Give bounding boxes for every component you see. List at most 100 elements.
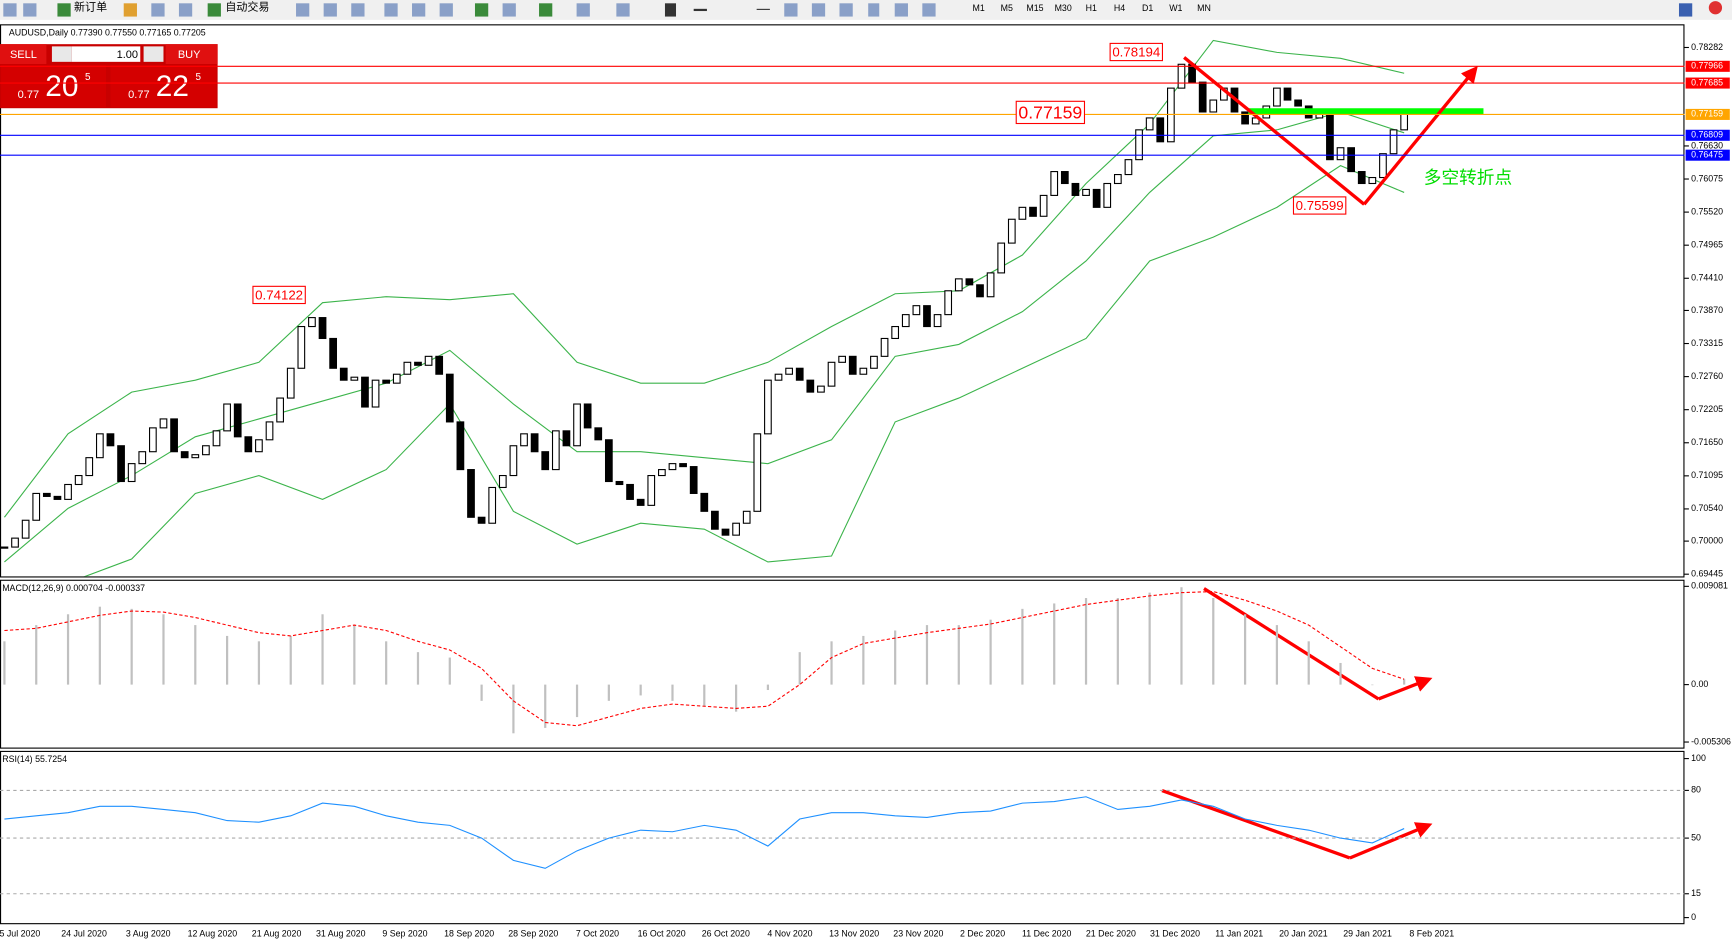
candle	[424, 355, 433, 366]
candle	[149, 427, 157, 453]
candle	[1336, 147, 1345, 161]
x-tick-label: 2 Dec 2020	[960, 928, 1005, 938]
macd-bar	[448, 657, 451, 685]
candle	[244, 436, 253, 453]
x-tick-label: 3 Aug 2020	[126, 928, 171, 938]
candle	[817, 385, 825, 393]
x-tick-label: 5 Jul 2020	[0, 928, 40, 938]
x-tick-label: 13 Nov 2020	[829, 928, 879, 938]
macd-bar	[1307, 641, 1310, 685]
timeframe-button[interactable]: M30	[1055, 3, 1072, 13]
candle	[647, 474, 656, 506]
timeframe-button[interactable]: M5	[1001, 3, 1013, 13]
annotation: 多空转折点	[1424, 168, 1512, 188]
y-tick-label: 0.71650	[1691, 437, 1723, 447]
macd-bar	[225, 635, 229, 685]
candle	[1379, 153, 1387, 179]
y-tick-label: 0.72760	[1691, 371, 1723, 381]
x-tick-label: 21 Dec 2020	[1086, 928, 1136, 938]
buy-point: 5	[196, 72, 202, 83]
candle	[509, 445, 518, 477]
candle	[933, 314, 942, 328]
candle	[658, 469, 666, 477]
buy-button[interactable]	[165, 44, 218, 65]
auto-trading-button[interactable]: 自动交易	[225, 0, 269, 14]
candle	[1241, 111, 1249, 125]
overlays: 0.77966 0.77685 0.77159 0.76809 0.76475 0.781…	[0, 42, 1730, 305]
macd-bar	[289, 635, 292, 685]
buy-price[interactable]	[110, 65, 217, 108]
candle	[265, 421, 274, 441]
annotation: 0.77159	[1018, 102, 1082, 122]
macd-bar	[1339, 662, 1342, 685]
timeframe-button[interactable]: H1	[1086, 3, 1097, 13]
timeframe-button[interactable]: MN	[1197, 3, 1211, 13]
x-tick-label: 4 Nov 2020	[767, 928, 812, 938]
level-label: 0.76475	[1691, 150, 1723, 160]
candle	[329, 337, 338, 369]
timeframe-button[interactable]: H4	[1114, 3, 1125, 13]
candle	[785, 367, 793, 375]
candle	[1092, 188, 1101, 208]
annotation: 0.75599	[1296, 198, 1344, 213]
macd-signal	[4, 590, 1405, 727]
new-order-button[interactable]: 新订单	[74, 0, 107, 14]
annotation-box	[1292, 196, 1347, 215]
sell-button[interactable]	[0, 44, 47, 65]
macd-bar	[1275, 625, 1279, 685]
macd-bar	[480, 684, 483, 701]
macd-bar	[162, 614, 165, 685]
candle	[1060, 171, 1069, 185]
level-label: 0.77159	[1691, 109, 1723, 119]
candle	[1039, 194, 1048, 217]
macd-bar	[1212, 598, 1215, 685]
y-tick-label: 0.70000	[1691, 535, 1723, 545]
timeframe-button[interactable]: W1	[1169, 3, 1182, 13]
buy-pips: 22	[156, 70, 189, 103]
macd-bar	[35, 625, 38, 685]
buy-label[interactable]: BUY	[178, 49, 201, 61]
candle	[180, 451, 189, 459]
candle	[106, 433, 115, 447]
macd-bar	[766, 684, 770, 691]
candle	[350, 376, 359, 381]
y-tick-label: 0.74965	[1691, 240, 1723, 250]
x-tick-label: 23 Nov 2020	[893, 928, 943, 938]
level-label: 0.77966	[1691, 61, 1723, 71]
lots-input[interactable]	[71, 46, 141, 62]
lots[interactable]: 1.00	[117, 49, 138, 61]
sell-price[interactable]	[1, 65, 107, 108]
candle	[85, 457, 94, 477]
buy-big: 0.77	[128, 89, 149, 101]
candle	[1071, 182, 1080, 196]
band-lower	[83, 164, 1405, 577]
macd-bar	[575, 684, 579, 718]
timeframe-button[interactable]: M1	[973, 3, 985, 13]
macd-bar	[257, 641, 261, 685]
x-tick-label: 24 Jul 2020	[61, 928, 107, 938]
candle	[1357, 171, 1366, 185]
y-tick-label: 100	[1691, 753, 1706, 763]
candle	[912, 305, 921, 316]
candle	[1177, 63, 1186, 89]
y-tick-label: 0.72205	[1691, 404, 1723, 414]
annotation-box	[1015, 100, 1086, 125]
annotation-box	[252, 285, 306, 305]
sell-label[interactable]: SELL	[10, 49, 37, 61]
timeframe-button[interactable]: D1	[1142, 3, 1153, 13]
candle	[0, 546, 9, 549]
x-tick-label: 31 Dec 2020	[1150, 928, 1200, 938]
candle	[1294, 99, 1302, 107]
candle	[117, 445, 125, 483]
candle	[11, 537, 19, 548]
chart-title: AUDUSD,Daily 0.77390 0.77550 0.77165 0.7…	[9, 27, 206, 37]
candle	[159, 418, 168, 429]
candle	[1347, 147, 1356, 173]
y-tick-label: 0.76075	[1691, 173, 1723, 183]
candle	[1156, 117, 1165, 143]
toolbar	[0, 0, 1732, 20]
macd-bar	[3, 641, 6, 685]
timeframe-button[interactable]: M15	[1026, 3, 1043, 13]
level-tag	[1685, 60, 1730, 72]
